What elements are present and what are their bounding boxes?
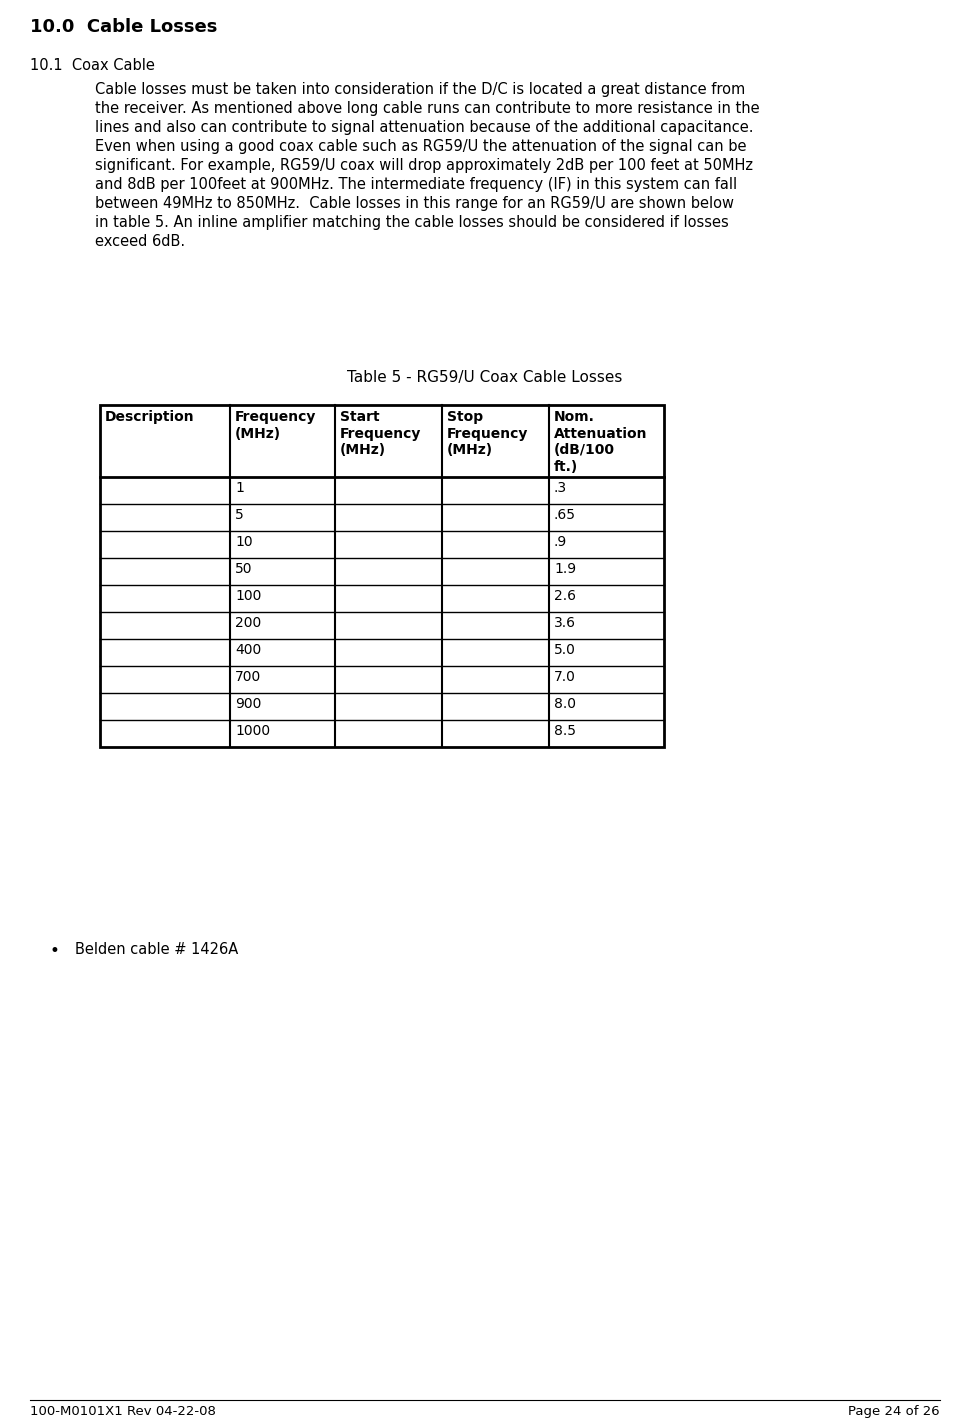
Text: 7.0: 7.0: [553, 670, 576, 684]
Text: 700: 700: [234, 670, 261, 684]
Text: Nom.
Attenuation
(dB/100
ft.): Nom. Attenuation (dB/100 ft.): [553, 410, 647, 474]
Text: in table 5. An inline amplifier matching the cable losses should be considered i: in table 5. An inline amplifier matching…: [95, 215, 728, 231]
Text: Stop
Frequency
(MHz): Stop Frequency (MHz): [447, 410, 528, 458]
Text: .9: .9: [553, 535, 567, 549]
Text: 10: 10: [234, 535, 252, 549]
Text: Frequency
(MHz): Frequency (MHz): [234, 410, 316, 441]
Text: 10.1  Coax Cable: 10.1 Coax Cable: [30, 58, 155, 73]
Text: Start
Frequency
(MHz): Start Frequency (MHz): [340, 410, 421, 458]
Text: 5.0: 5.0: [553, 643, 576, 657]
Text: 1: 1: [234, 481, 243, 495]
Text: 400: 400: [234, 643, 261, 657]
Text: 100: 100: [234, 589, 261, 603]
Text: .65: .65: [553, 508, 576, 522]
Text: exceed 6dB.: exceed 6dB.: [95, 233, 185, 249]
Text: 8.0: 8.0: [553, 697, 576, 712]
Text: significant. For example, RG59/U coax will drop approximately 2dB per 100 feet a: significant. For example, RG59/U coax wi…: [95, 158, 752, 174]
Text: Belden cable # 1426A: Belden cable # 1426A: [75, 942, 238, 958]
Text: 5: 5: [234, 508, 243, 522]
Text: 10.0  Cable Losses: 10.0 Cable Losses: [30, 18, 217, 36]
Text: between 49MHz to 850MHz.  Cable losses in this range for an RG59/U are shown bel: between 49MHz to 850MHz. Cable losses in…: [95, 196, 734, 211]
Text: Cable losses must be taken into consideration if the D/C is located a great dist: Cable losses must be taken into consider…: [95, 83, 744, 97]
Text: 200: 200: [234, 616, 261, 630]
Text: 2.6: 2.6: [553, 589, 576, 603]
Text: 1000: 1000: [234, 724, 269, 739]
Text: 100-M0101X1 Rev 04-22-08: 100-M0101X1 Rev 04-22-08: [30, 1405, 216, 1417]
Text: Description: Description: [105, 410, 195, 424]
Text: 3.6: 3.6: [553, 616, 576, 630]
Text: 900: 900: [234, 697, 261, 712]
Text: and 8dB per 100feet at 900MHz. The intermediate frequency (IF) in this system ca: and 8dB per 100feet at 900MHz. The inter…: [95, 176, 736, 192]
Text: Table 5 - RG59/U Coax Cable Losses: Table 5 - RG59/U Coax Cable Losses: [347, 370, 622, 386]
Bar: [100, 406, 664, 747]
Text: 50: 50: [234, 562, 252, 576]
Text: 8.5: 8.5: [553, 724, 576, 739]
Text: lines and also can contribute to signal attenuation because of the additional ca: lines and also can contribute to signal …: [95, 120, 753, 135]
Text: •: •: [50, 942, 60, 961]
Text: Page 24 of 26: Page 24 of 26: [848, 1405, 939, 1417]
Text: the receiver. As mentioned above long cable runs can contribute to more resistan: the receiver. As mentioned above long ca…: [95, 101, 759, 117]
Text: Even when using a good coax cable such as RG59/U the attenuation of the signal c: Even when using a good coax cable such a…: [95, 139, 746, 154]
Text: .3: .3: [553, 481, 567, 495]
Text: 1.9: 1.9: [553, 562, 576, 576]
